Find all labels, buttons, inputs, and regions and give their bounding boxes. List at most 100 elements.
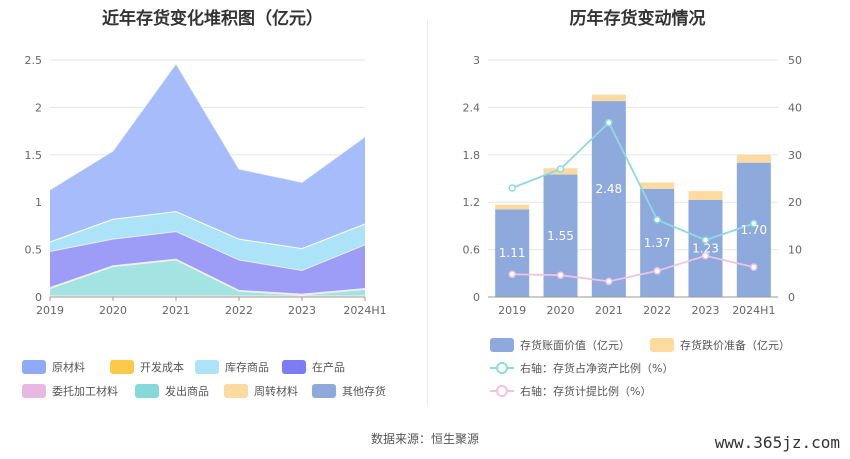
left-y-tick-label: 0 (35, 291, 42, 304)
line-inventory-to-net-assets (511, 121, 755, 242)
bar-value-label: 1.55 (547, 229, 574, 243)
bar-book-value (640, 188, 675, 297)
data-source-note: 数据来源：恒生聚源 (370, 432, 479, 446)
bar-impairment-provision (688, 191, 723, 200)
legend-label: 库存商品 (225, 361, 269, 374)
legend-item-goods-shipped[interactable]: 发出商品 (135, 383, 209, 399)
right-left-y-tick-label: 3 (473, 54, 480, 67)
left-x-tick-label: 2020 (99, 304, 127, 317)
left-x-tick-label: 2021 (162, 304, 190, 317)
legend-label: 右轴：存货占净资产比例（%） (520, 362, 674, 375)
legend-item-book-value[interactable]: 存货账面价值（亿元） (490, 337, 630, 353)
bar-impairment-provision (591, 94, 626, 102)
right-left-y-tick-label: 0 (473, 291, 480, 304)
bar-book-value (688, 199, 723, 297)
right-left-y-tick-label: 1.8 (463, 149, 481, 162)
left-y-tick-label: 2.5 (25, 54, 43, 67)
legend-label: 发出商品 (165, 385, 209, 398)
right-left-y-tick-label: 1.2 (463, 196, 481, 209)
legend-label: 右轴：存货计提比例（%） (520, 385, 652, 398)
left-y-tick-label: 2 (35, 101, 42, 114)
legend-label: 在产品 (312, 361, 345, 374)
legend-item-consigned-processing[interactable]: 委托加工材料 (22, 383, 118, 399)
bar-value-label: 2.48 (595, 182, 622, 196)
legend-swatch (22, 360, 46, 374)
legend-label: 原材料 (52, 361, 85, 374)
bar-value-label: 1.70 (740, 223, 767, 237)
legend-swatch (224, 384, 248, 398)
legend-item-finished-goods[interactable]: 库存商品 (195, 359, 269, 375)
area-series-5 (50, 260, 365, 297)
line-point (750, 263, 758, 271)
legend-label: 存货账面价值（亿元） (520, 339, 630, 352)
line-point (750, 219, 758, 228)
left-x-tick-label: 2023 (288, 304, 316, 317)
legend-item-provision-ratio[interactable]: 右轴：存货计提比例（%） (490, 383, 651, 399)
line-point (605, 118, 613, 127)
watermark: www.365jz.com (714, 433, 840, 452)
legend-swatch (312, 384, 336, 398)
legend-item-other-inventory[interactable]: 其他存货 (312, 383, 386, 399)
area-series-edge (49, 231, 366, 271)
line-point (556, 165, 565, 173)
legend-label: 委托加工材料 (52, 385, 118, 398)
area-series-edge (49, 259, 366, 296)
bar-impairment-provision (640, 182, 675, 189)
right-x-tick-label: 2021 (595, 304, 623, 317)
legend-label: 存货跌价准备（亿元） (680, 339, 790, 352)
right-right-y-tick-label: 20 (788, 196, 802, 209)
legend-swatch (110, 360, 134, 374)
right-right-y-tick-label: 10 (788, 244, 802, 257)
legend-swatch (22, 384, 46, 398)
legend-swatch (650, 338, 674, 352)
legend-line-marker (490, 384, 514, 398)
legend-line-marker (490, 361, 514, 375)
line-point (605, 277, 613, 286)
line-point (653, 267, 661, 275)
right-right-y-tick-label: 0 (788, 291, 795, 304)
legend-item-development-cost[interactable]: 开发成本 (110, 359, 184, 375)
area-series-2 (50, 211, 365, 271)
legend-item-work-in-progress[interactable]: 在产品 (282, 359, 345, 375)
area-series-edge (49, 211, 366, 250)
legend-label: 其他存货 (342, 385, 386, 398)
bar-value-label: 1.11 (499, 246, 526, 260)
right-left-y-tick-label: 0.6 (463, 244, 481, 257)
legend-item-turnover-materials[interactable]: 周转材料 (224, 383, 298, 399)
area-series-edge (49, 62, 366, 191)
left-y-tick-label: 1 (35, 196, 42, 209)
right-right-y-tick-label: 50 (788, 54, 802, 67)
right-x-tick-label: 2019 (498, 304, 526, 317)
legend-label: 周转材料 (254, 385, 298, 398)
legend-item-impairment-provision[interactable]: 存货跌价准备（亿元） (650, 337, 790, 353)
line-point (556, 271, 565, 279)
left-x-tick-label: 2022 (225, 304, 253, 317)
legend-swatch (135, 384, 159, 398)
legend-swatch (195, 360, 219, 374)
bar-book-value (591, 101, 626, 297)
line-point (701, 236, 710, 244)
legend-item-raw-materials[interactable]: 原材料 (22, 359, 85, 375)
bar-value-label: 1.37 (644, 236, 671, 250)
left-x-tick-label: 2019 (36, 304, 64, 317)
line-provision-ratio (512, 254, 755, 283)
bar-book-value (495, 209, 530, 297)
line-point (508, 270, 516, 278)
line-point (508, 184, 516, 192)
bar-book-value (736, 162, 771, 297)
right-chart-title: 历年存货变动情况 (569, 9, 706, 29)
right-x-tick-label: 2024H1 (732, 304, 775, 317)
line-point (701, 252, 710, 260)
panel-divider (427, 20, 428, 405)
legend-label: 开发成本 (140, 361, 184, 374)
charts-canvas: 0 0.5 1 1.5 2 2.5 2019 2020 2021 2022 2023 2024H1 0 0… (25, 54, 803, 317)
legend-item-inventory-to-net-assets[interactable]: 右轴：存货占净资产比例（%） (490, 360, 673, 376)
right-x-tick-label: 2022 (643, 304, 671, 317)
line-point (653, 215, 661, 224)
left-y-tick-label: 0.5 (25, 244, 43, 257)
left-x-tick-label: 2024H1 (343, 304, 386, 317)
right-x-tick-label: 2023 (692, 304, 720, 317)
bar-impairment-provision (495, 204, 530, 210)
legend-swatch (282, 360, 306, 374)
bar-value-label: 1.23 (692, 241, 719, 255)
